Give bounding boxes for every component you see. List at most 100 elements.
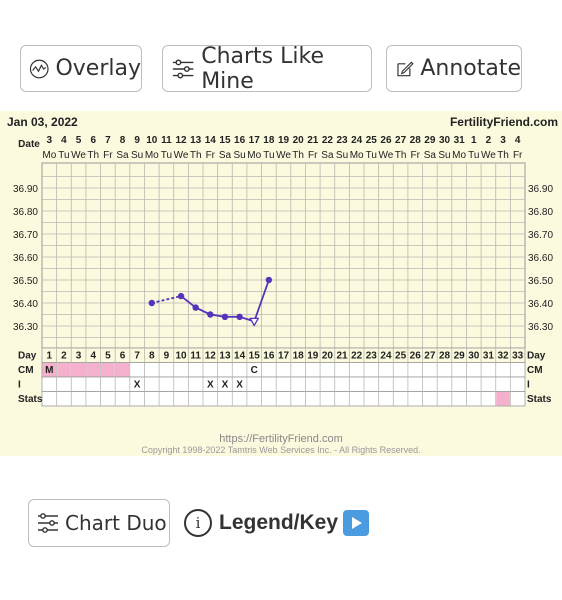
- temp-point: [265, 276, 273, 284]
- charts-like-mine-button[interactable]: Charts Like Mine: [162, 44, 372, 94]
- day-number: 1: [47, 351, 53, 362]
- legend-key-label: Legend/Key: [219, 511, 339, 534]
- weekday-label: Th: [395, 150, 407, 161]
- row-stats: [41, 391, 526, 407]
- date-tick-label: 14: [205, 135, 217, 146]
- footer-copyright: Copyright 1998-2022 Tamtris Web Services…: [141, 445, 421, 455]
- weekday-label: Mo: [145, 150, 159, 161]
- cm-pink-cell: [101, 363, 115, 377]
- day-number: 25: [395, 351, 407, 362]
- date-tick-label: 2: [486, 135, 492, 146]
- sliders-icon: [172, 59, 194, 78]
- day-number: 7: [134, 351, 140, 362]
- row-label-cm: CM: [18, 365, 34, 376]
- temp-line-segment: [151, 295, 182, 304]
- y-tick-label-right: 36.50: [528, 276, 553, 287]
- date-tick-label: 15: [219, 135, 231, 146]
- day-number: 24: [380, 351, 392, 362]
- date-tick-label: 12: [175, 135, 187, 146]
- y-tick-label-left: 36.90: [13, 184, 38, 195]
- info-icon: i: [184, 509, 212, 537]
- day-number: 10: [175, 351, 187, 362]
- y-tick-label-left: 36.70: [13, 230, 38, 241]
- weekday-label: Mo: [452, 150, 466, 161]
- day-number: 15: [249, 351, 261, 362]
- day-number: 28: [439, 351, 451, 362]
- temp-point: [148, 299, 155, 307]
- date-tick-label: 8: [120, 135, 126, 146]
- day-number: 29: [454, 351, 466, 362]
- day-number: 14: [234, 351, 246, 362]
- y-tick-label-right: 36.30: [528, 322, 553, 333]
- temp-point: [221, 313, 229, 320]
- weekday-label: Tu: [468, 150, 479, 161]
- day-number: 27: [424, 351, 436, 362]
- overlay-button[interactable]: Overlay: [20, 45, 142, 92]
- annotate-button[interactable]: Annotate: [386, 45, 522, 92]
- date-tick-label: 16: [234, 135, 246, 146]
- date-tick-label: 27: [395, 135, 407, 146]
- day-number: 31: [483, 351, 495, 362]
- stats-pink-cell: [496, 392, 510, 406]
- date-tick-label: 13: [190, 135, 202, 146]
- date-tick-label: 24: [351, 135, 363, 146]
- date-tick-label: 10: [146, 135, 158, 146]
- date-tick-label: 21: [307, 135, 319, 146]
- row-label-right-day: Day: [527, 351, 546, 362]
- weekday-label: Tu: [161, 150, 172, 161]
- weekday-label: Th: [190, 150, 202, 161]
- weekday-label: We: [379, 150, 394, 161]
- date-tick-label: 3: [47, 135, 53, 146]
- weekday-label: Th: [87, 150, 99, 161]
- day-number: 20: [322, 351, 334, 362]
- weekday-label: Fr: [103, 150, 113, 161]
- chart-line-icon: [29, 59, 49, 78]
- sliders-icon: [38, 513, 58, 533]
- date-tick-label: 6: [90, 135, 96, 146]
- date-tick-label: 26: [380, 135, 392, 146]
- y-tick-label-left: 36.30: [13, 322, 38, 333]
- date-tick-label: 5: [76, 135, 82, 146]
- i-entry: X: [134, 380, 141, 391]
- weekday-label: Fr: [206, 150, 216, 161]
- chart-svg: Date 3 4 5 6 7 8 9 10 11 12 13 14 15 16 17 18 19 20 21 22 23 2…: [13, 135, 553, 407]
- chart-duo-button[interactable]: Chart Duo: [28, 499, 170, 547]
- i-entry: X: [236, 380, 243, 391]
- date-tick-label: 1: [471, 135, 477, 146]
- date-tick-label: 18: [263, 135, 275, 146]
- day-number: 22: [351, 351, 363, 362]
- row-label-day: Day: [18, 351, 37, 362]
- weekday-label: Th: [497, 150, 509, 161]
- temp-line-segment: [253, 279, 270, 322]
- day-number: 11: [190, 351, 201, 362]
- day-number: 19: [307, 351, 319, 362]
- cm-entry: C: [251, 365, 258, 376]
- footer-url: https://FertilityFriend.com: [219, 433, 343, 445]
- row-label-stats: Stats: [18, 394, 43, 405]
- weekday-label: Fr: [308, 150, 318, 161]
- day-number: 30: [468, 351, 480, 362]
- temp-point: [192, 304, 199, 311]
- date-tick-label: 29: [424, 135, 436, 146]
- day-number: 16: [263, 351, 275, 362]
- legend-key-link[interactable]: i Legend/Key: [184, 505, 370, 541]
- day-number: 18: [293, 351, 305, 362]
- i-entry: X: [222, 380, 229, 391]
- overlay-label: Overlay: [55, 56, 141, 81]
- y-tick-label-right: 36.40: [528, 299, 553, 310]
- date-row-label: Date: [18, 139, 40, 150]
- weekday-label: Su: [233, 150, 245, 161]
- day-number: 3: [76, 351, 82, 362]
- weekday-label: We: [481, 150, 496, 161]
- date-tick-label: 31: [454, 135, 466, 146]
- day-number: 12: [205, 351, 217, 362]
- play-icon: [343, 510, 370, 536]
- day-number: 4: [90, 351, 96, 362]
- day-number: 33: [512, 351, 524, 362]
- y-tick-label-right: 36.60: [528, 253, 553, 264]
- y-tick-label-left: 36.50: [13, 276, 38, 287]
- date-tick-label: 22: [322, 135, 334, 146]
- weekday-label: Tu: [58, 150, 69, 161]
- weekday-label: Sa: [116, 150, 129, 161]
- i-entry: X: [207, 380, 214, 391]
